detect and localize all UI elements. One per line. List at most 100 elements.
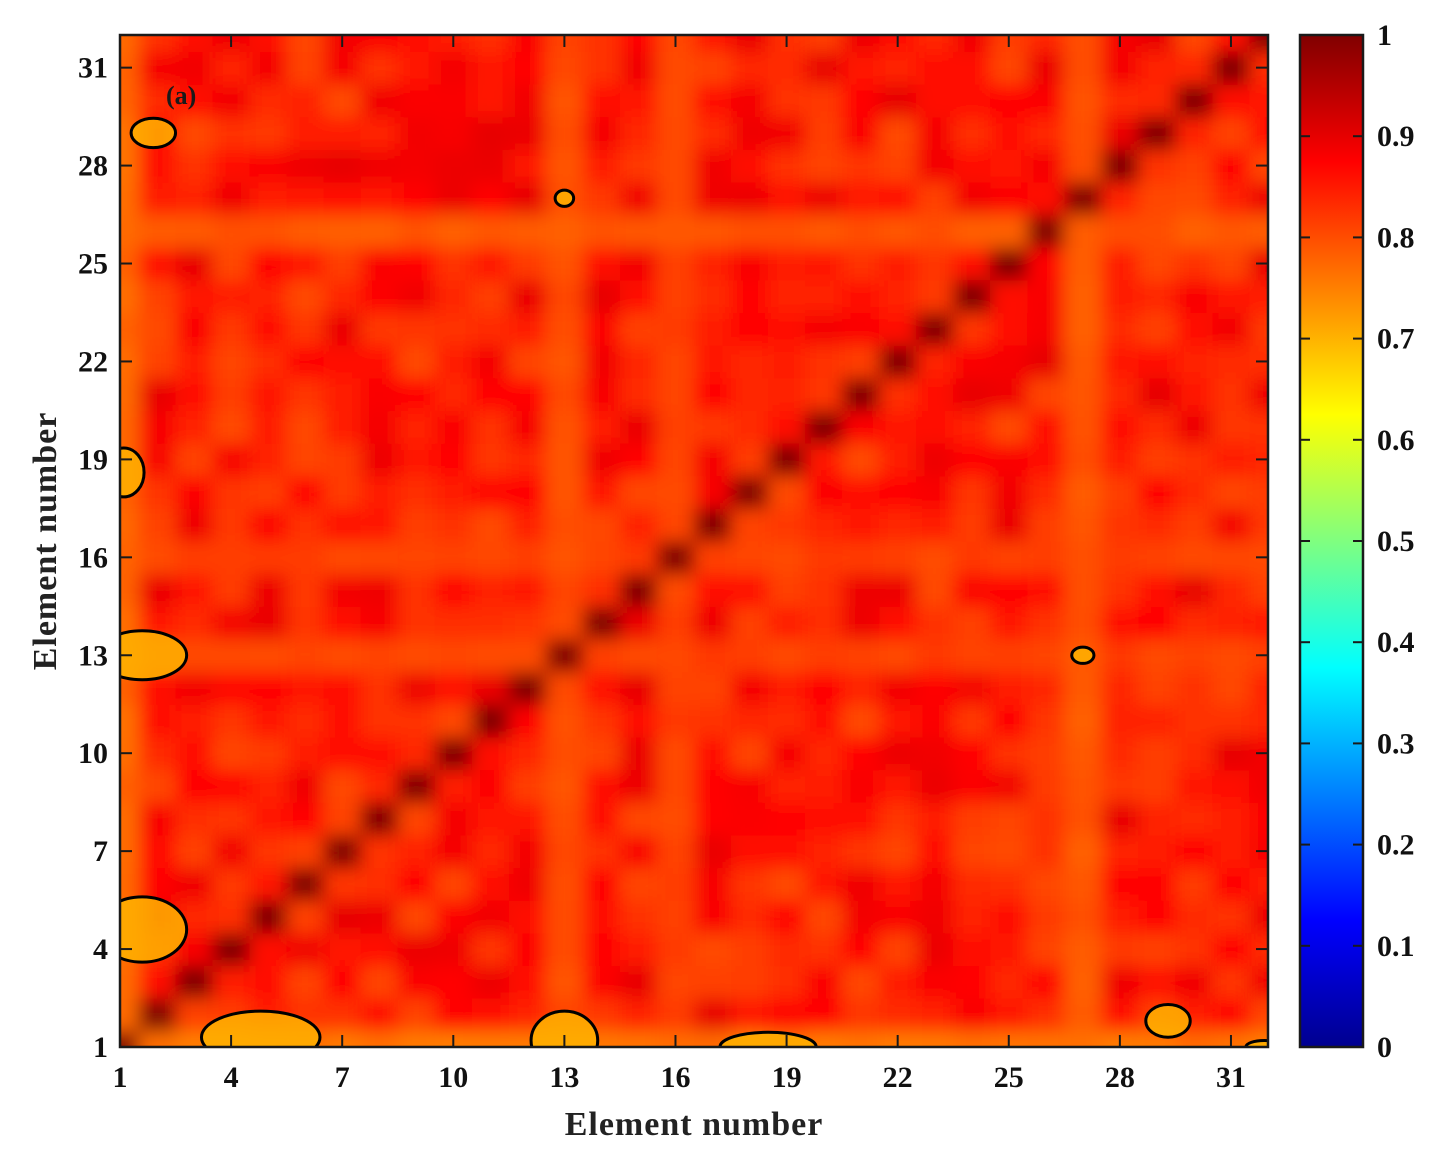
heatmap-cell: [842, 247, 880, 281]
heatmap-cell: [508, 671, 547, 705]
heatmap-cell: [360, 410, 399, 444]
contour-line: [120, 446, 146, 499]
x-tick-label: 16: [660, 1061, 690, 1094]
heatmap-cell: [731, 51, 769, 85]
heatmap-cell: [694, 83, 732, 118]
heatmap-cell: [916, 802, 954, 836]
heatmap-cell: [508, 214, 547, 248]
heatmap-cell: [1212, 312, 1251, 346]
heatmap-cell: [434, 475, 473, 509]
heatmap-cell: [397, 606, 436, 640]
heatmap-cell: [953, 83, 991, 118]
heatmap-cell: [434, 965, 473, 999]
heatmap-cell: [731, 965, 769, 999]
heatmap-cell: [842, 475, 880, 509]
heatmap-cell: [805, 606, 843, 640]
heatmap-cell: [286, 541, 325, 575]
heatmap-cell: [731, 443, 769, 477]
heatmap-cell: [694, 443, 732, 477]
heatmap-cell: [582, 279, 621, 314]
heatmap-cell: [916, 345, 954, 379]
heatmap-cell: [916, 116, 954, 150]
heatmap-cell: [953, 181, 991, 216]
heatmap-cell: [1101, 312, 1139, 346]
heatmap-cell: [397, 35, 436, 52]
heatmap-cell: [916, 638, 954, 673]
heatmap-cell: [805, 345, 843, 379]
heatmap-cell: [212, 410, 251, 444]
heatmap-cell: [471, 345, 510, 379]
heatmap-cell: [842, 443, 880, 477]
heatmap-cell: [916, 312, 954, 346]
heatmap-cell: [731, 35, 769, 52]
heatmap-cell: [508, 181, 547, 216]
heatmap-cell: [879, 279, 917, 314]
heatmap-cell: [120, 867, 140, 901]
heatmap-cell: [545, 214, 584, 248]
heatmap-cell: [471, 51, 510, 85]
heatmap-cell: [360, 541, 399, 575]
heatmap-cell: [916, 410, 954, 444]
heatmap-cell: [1027, 475, 1065, 509]
heatmap-cell: [1101, 965, 1139, 999]
heatmap-cell: [1175, 671, 1214, 705]
heatmap-cell: [1138, 704, 1177, 738]
heatmap-cell: [120, 573, 140, 607]
heatmap-cell: [1212, 834, 1251, 869]
heatmap-cell: [175, 312, 214, 346]
heatmap-cell: [323, 149, 362, 183]
heatmap-cell: [1249, 116, 1268, 150]
heatmap-cell: [323, 214, 362, 248]
heatmap-cell: [582, 181, 621, 216]
heatmap-cell: [1175, 247, 1214, 281]
heatmap-cell: [768, 900, 806, 934]
heatmap-cell: [397, 1030, 436, 1047]
heatmap-cell: [953, 475, 991, 509]
heatmap-cell: [286, 508, 325, 542]
heatmap-cell: [731, 541, 769, 575]
heatmap-cell: [545, 312, 584, 346]
heatmap-cell: [175, 345, 214, 379]
heatmap-cell: [397, 214, 436, 248]
heatmap-cell: [1212, 149, 1251, 183]
heatmap-cell: [249, 932, 288, 966]
heatmap-cell: [120, 312, 140, 346]
heatmap-cell: [434, 541, 473, 575]
heatmap-cell: [1175, 443, 1214, 477]
heatmap-cell: [138, 573, 177, 607]
heatmap-cell: [286, 867, 325, 901]
heatmap-cell: [656, 736, 695, 771]
x-tick-label: 13: [549, 1061, 579, 1094]
heatmap-cell: [805, 736, 843, 771]
heatmap-cell: [656, 475, 695, 509]
heatmap-cell: [582, 932, 621, 966]
heatmap-cell: [1175, 377, 1214, 412]
heatmap-cell: [805, 181, 843, 216]
heatmap-cell: [619, 802, 658, 836]
heatmap-cell: [323, 573, 362, 607]
heatmap-cell: [879, 181, 917, 216]
heatmap-cell: [1138, 475, 1177, 509]
heatmap-cell: [953, 149, 991, 183]
heatmap-cell: [397, 834, 436, 869]
heatmap-cell: [249, 116, 288, 150]
heatmap-cell: [1138, 116, 1177, 150]
colorbar-tick-label: 0.4: [1377, 626, 1415, 659]
heatmap-cell: [434, 671, 473, 705]
heatmap-cell: [1212, 377, 1251, 412]
heatmap-cell: [212, 508, 251, 542]
heatmap-cell: [879, 541, 917, 575]
heatmap-cell: [323, 377, 362, 412]
heatmap-cell: [323, 541, 362, 575]
heatmap-cell: [1101, 736, 1139, 771]
colorbar-tick-label: 0.9: [1377, 120, 1415, 153]
heatmap-cell: [1138, 802, 1177, 836]
heatmap-cell: [1064, 410, 1102, 444]
heatmap-cell: [768, 377, 806, 412]
heatmap-cell: [138, 247, 177, 281]
heatmap-cell: [471, 932, 510, 966]
heatmap-cell: [545, 867, 584, 901]
heatmap-cell: [471, 671, 510, 705]
heatmap-cell: [990, 736, 1028, 771]
heatmap-cell: [805, 247, 843, 281]
